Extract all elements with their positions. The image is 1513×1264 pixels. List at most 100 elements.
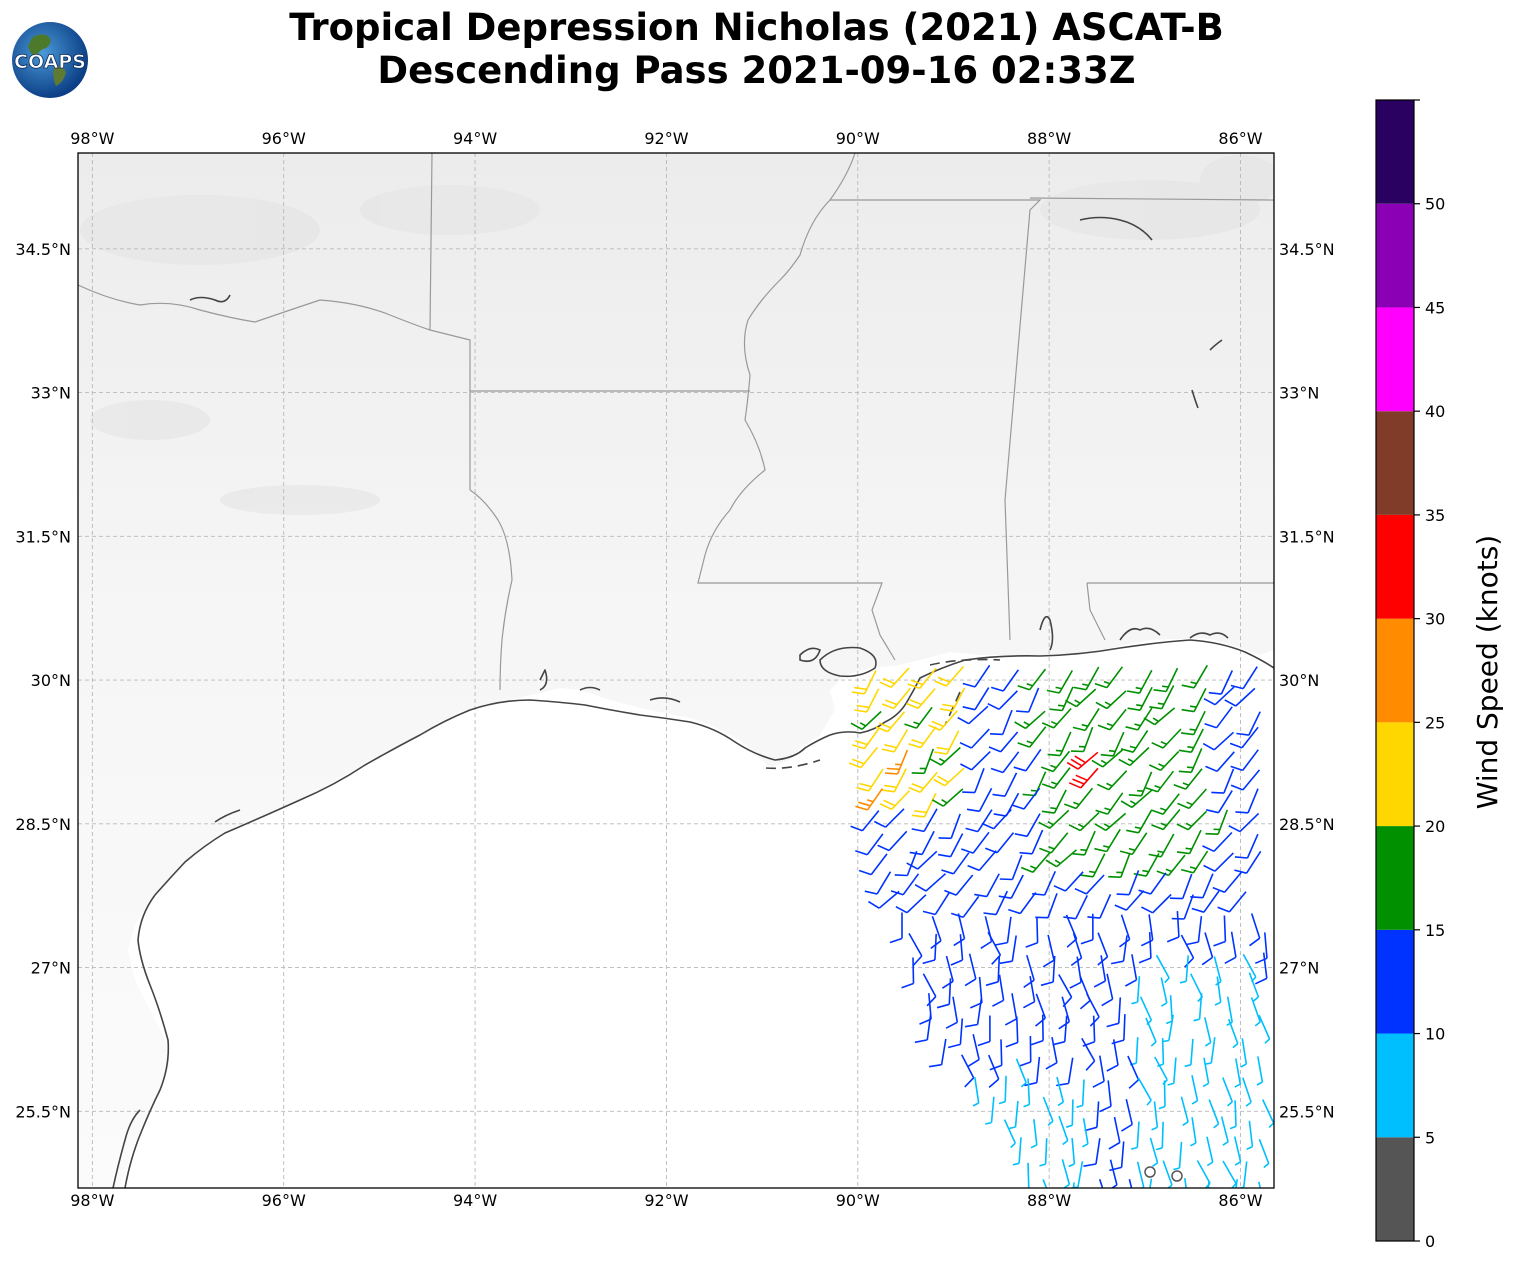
wind-barb bbox=[967, 850, 997, 872]
wind-barb bbox=[1024, 1056, 1041, 1087]
wind-barb bbox=[960, 751, 991, 771]
wind-barb bbox=[1184, 1178, 1187, 1188]
wind-barb bbox=[1214, 976, 1222, 1006]
wind-barb bbox=[1114, 890, 1145, 911]
wind-barb bbox=[999, 935, 1017, 965]
wind-barb bbox=[931, 788, 964, 807]
wind-barb bbox=[1156, 854, 1186, 877]
wind-barb bbox=[1202, 731, 1235, 751]
wind-barb bbox=[1023, 975, 1036, 1009]
wind-barb bbox=[992, 974, 1005, 1007]
wind-barb bbox=[922, 973, 937, 1007]
wind-barb bbox=[895, 894, 927, 914]
wind-barb bbox=[1087, 893, 1112, 919]
wind-barb bbox=[1101, 973, 1114, 1007]
wind-barb bbox=[1178, 748, 1203, 774]
coaps-logo: COAPS bbox=[12, 22, 88, 98]
colorbar-label: Wind Speed (knots) bbox=[1471, 535, 1504, 809]
wind-barb bbox=[1094, 828, 1121, 853]
map-title: Tropical Depression Nicholas (2021) ASCA… bbox=[0, 6, 1513, 92]
wind-barb bbox=[1230, 666, 1258, 690]
wind-barb bbox=[1097, 708, 1127, 731]
lat-tick-label-left: 31.5°N bbox=[15, 527, 71, 546]
wind-barb bbox=[1116, 870, 1140, 896]
lat-tick-label-left: 27°N bbox=[31, 959, 71, 978]
wind-barb bbox=[933, 767, 965, 787]
wind-barb bbox=[1106, 1039, 1119, 1072]
wind-barb bbox=[1141, 893, 1172, 914]
wind-barb bbox=[1118, 746, 1150, 767]
wind-barb bbox=[1234, 833, 1259, 859]
colorbar-tick-label: 20 bbox=[1425, 817, 1445, 836]
wind-barb bbox=[1207, 1181, 1210, 1188]
wind-barb bbox=[1017, 668, 1047, 691]
wind-barb bbox=[875, 711, 906, 733]
wind-barb bbox=[1081, 1118, 1089, 1148]
colorbar-segment bbox=[1376, 514, 1414, 619]
wind-barb bbox=[1213, 915, 1227, 947]
wind-barb bbox=[1025, 916, 1039, 948]
wind-barb bbox=[1045, 849, 1078, 868]
title-line-2: Descending Pass 2021-09-16 02:33Z bbox=[377, 49, 1136, 92]
wind-barb bbox=[1066, 751, 1099, 770]
wind-barb bbox=[1180, 1096, 1189, 1126]
gridlines bbox=[78, 153, 1274, 1188]
wind-barb bbox=[906, 688, 936, 710]
lon-tick-label-top: 88°W bbox=[1027, 129, 1071, 148]
colorbar-segment bbox=[1376, 1137, 1414, 1241]
wind-barb bbox=[962, 687, 990, 711]
wind-barb bbox=[1058, 1115, 1069, 1146]
colorbar-segment bbox=[1376, 722, 1414, 827]
lon-tick-label-bottom: 94°W bbox=[453, 1191, 497, 1210]
wind-barb bbox=[1176, 829, 1202, 855]
colorbar: 0 5 10 15 20 25 30 35 40 45 50 Wind Speed (knots) bbox=[1375, 99, 1504, 1251]
wind-barb bbox=[894, 850, 918, 877]
wind-barb bbox=[987, 1054, 1000, 1089]
wind-barb bbox=[990, 669, 1020, 692]
wind-barb bbox=[1234, 1058, 1242, 1088]
wind-barb bbox=[1233, 1136, 1242, 1166]
wind-barb bbox=[1109, 1141, 1125, 1172]
wind-barb bbox=[1149, 1178, 1153, 1188]
colorbar-tick-label: 10 bbox=[1425, 1025, 1445, 1044]
wind-barb bbox=[1162, 1160, 1173, 1188]
land-area bbox=[78, 153, 1274, 1188]
colorbar-tick-label: 25 bbox=[1425, 713, 1445, 732]
wind-barb bbox=[1083, 1138, 1101, 1167]
wind-barb bbox=[1149, 685, 1175, 710]
wind-barb bbox=[1120, 789, 1153, 809]
wind-barb bbox=[1015, 1058, 1027, 1088]
wind-barb bbox=[1058, 996, 1071, 1030]
wind-barb bbox=[911, 748, 935, 775]
wind-barb bbox=[1080, 853, 1106, 878]
wind-barb bbox=[879, 789, 911, 811]
wind-barb bbox=[1169, 873, 1193, 900]
wind-barb bbox=[1126, 669, 1153, 694]
wind-barb bbox=[922, 892, 950, 916]
lat-tick-label-right: 28.5°N bbox=[1279, 815, 1335, 834]
wind-barb bbox=[1030, 1014, 1044, 1046]
wind-barb bbox=[906, 850, 938, 870]
wind-barb bbox=[998, 1075, 1007, 1105]
wind-barb bbox=[1040, 955, 1056, 987]
wind-barb bbox=[850, 810, 880, 832]
axis-tick-labels: 98°W 98°W 96°W 96°W 94°W 94°W 92°W 92°W 90°W 90°W… bbox=[15, 129, 1334, 1210]
wind-barb bbox=[1020, 852, 1051, 874]
wind-barb bbox=[1023, 954, 1035, 989]
wind-barb bbox=[1072, 1182, 1075, 1188]
wind-barb bbox=[1039, 1138, 1048, 1167]
wind-barb bbox=[1014, 710, 1046, 730]
wind-barb bbox=[1235, 1179, 1238, 1188]
wind-barb bbox=[850, 710, 882, 731]
wind-barb bbox=[922, 933, 937, 965]
wind-barb bbox=[1177, 788, 1207, 810]
lat-tick-label-right: 30°N bbox=[1279, 671, 1319, 690]
colorbar-tick-label: 50 bbox=[1425, 195, 1445, 214]
wind-barb bbox=[959, 728, 990, 749]
wind-barb bbox=[1261, 1099, 1274, 1128]
wind-barb bbox=[1204, 706, 1233, 729]
wind-barb bbox=[1165, 995, 1173, 1025]
wind-barb bbox=[945, 996, 959, 1029]
wind-barb bbox=[1201, 932, 1214, 966]
wind-barb bbox=[1145, 770, 1175, 793]
